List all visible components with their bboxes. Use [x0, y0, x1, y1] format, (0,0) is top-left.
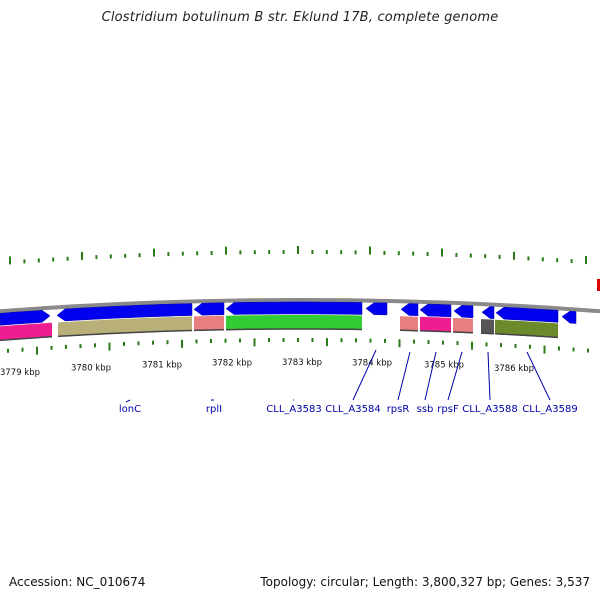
gene-label-rpsR[interactable]: rpsR	[387, 404, 410, 415]
feature-edge	[225, 328, 363, 331]
gene-label-CLL_A3584[interactable]: CLL_A3584	[325, 404, 380, 415]
cds-arrow[interactable]	[225, 301, 363, 315]
backbone-line	[0, 297, 600, 314]
cds-arrow[interactable]	[495, 306, 559, 323]
cds-arrow[interactable]	[419, 303, 452, 318]
gene-label-CLL_A3583[interactable]: CLL_A3583	[266, 404, 321, 415]
lower-tick-track	[7, 338, 589, 355]
feature-block[interactable]	[453, 317, 473, 333]
gene-label-lonC[interactable]: lonC	[119, 404, 141, 415]
feature-edge	[494, 333, 559, 339]
upper-tick-track	[9, 246, 587, 265]
feature-block[interactable]	[400, 316, 418, 331]
gene-leader-line	[352, 349, 377, 401]
gene-label-CLL_A3589[interactable]: CLL_A3589	[522, 404, 577, 415]
cds-track[interactable]	[0, 301, 577, 326]
feature-block-edge[interactable]	[597, 279, 600, 291]
feature-block[interactable]	[481, 319, 494, 334]
feature-block[interactable]	[226, 315, 362, 330]
gene-leader-line	[424, 351, 437, 401]
kbp-label: 3783 kbp	[282, 358, 322, 368]
kbp-label: 3780 kbp	[71, 364, 111, 374]
genome-summary: Topology: circular; Length: 3,800,327 bp…	[260, 575, 590, 589]
cds-arrow[interactable]	[400, 303, 419, 316]
kbp-label: 3779 kbp	[0, 368, 40, 378]
kbp-label: 3785 kbp	[424, 361, 464, 371]
gene-label-rpsF[interactable]: rpsF	[437, 404, 459, 415]
cds-arrow[interactable]	[0, 310, 51, 326]
gene-leader-line	[487, 351, 491, 401]
feature-edge	[419, 330, 452, 333]
gene-leader-line	[526, 351, 551, 401]
feature-edge	[0, 336, 53, 342]
feature-edge	[400, 329, 419, 332]
gene-label-rplI[interactable]: rplI	[206, 404, 222, 415]
accession-text: Accession: NC_010674	[9, 575, 146, 589]
feature-track[interactable]	[0, 279, 600, 342]
cds-arrow[interactable]	[56, 303, 193, 322]
feature-block[interactable]	[420, 316, 451, 332]
kbp-label: 3782 kbp	[212, 359, 252, 369]
kbp-label: 3781 kbp	[142, 360, 182, 370]
cds-arrow[interactable]	[193, 302, 225, 316]
gene-leader-line	[447, 351, 463, 401]
feature-block[interactable]	[0, 322, 52, 341]
cds-arrow[interactable]	[453, 305, 474, 319]
feature-edge	[480, 332, 494, 335]
feature-edge	[57, 329, 193, 338]
genome-title: Clostridium botulinum B str. Eklund 17B,…	[101, 10, 499, 25]
cds-arrow[interactable]	[561, 310, 577, 324]
gene-label-layer[interactable]: lonC rplI CLL_A3583 CLL_A3584 rpsR ssb rpsF CLL…	[119, 349, 578, 415]
gene-label-ssb[interactable]: ssb	[417, 404, 434, 415]
feature-block[interactable]	[194, 315, 224, 331]
cds-arrow[interactable]	[481, 306, 495, 319]
gene-label-CLL_A3588[interactable]: CLL_A3588	[462, 404, 517, 415]
kbp-scale: 3779 kbp 3780 kbp 3781 kbp 3782 kbp 3783 kbp…	[0, 358, 534, 378]
kbp-label: 3786 kbp	[494, 364, 534, 374]
gene-leader-line	[125, 399, 131, 403]
feature-block[interactable]	[495, 319, 558, 338]
genome-backbone	[0, 297, 600, 314]
gene-leader-line	[397, 351, 411, 401]
cds-arrow[interactable]	[365, 302, 388, 316]
feature-edge	[452, 331, 474, 334]
kbp-label: 3784 kbp	[352, 359, 392, 369]
feature-edge	[194, 328, 225, 332]
